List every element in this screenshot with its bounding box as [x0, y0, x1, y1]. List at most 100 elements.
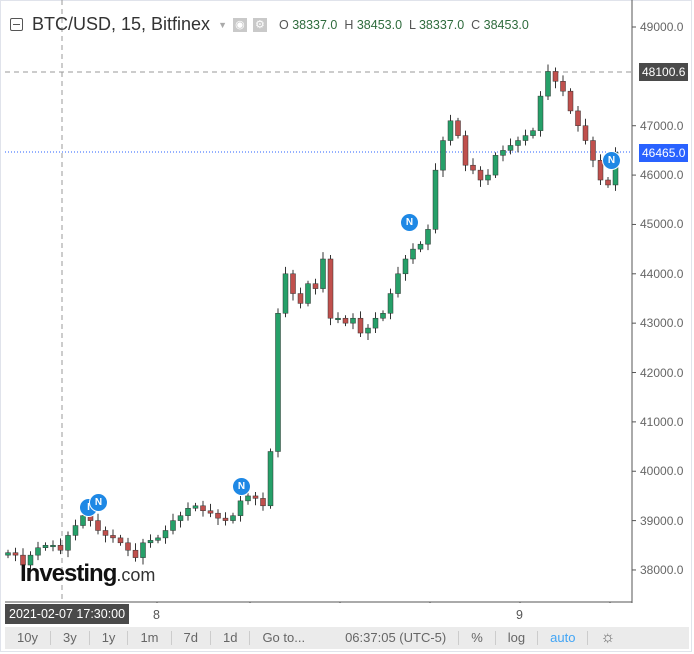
crosshair-time-tag: 2021-02-07 17:30:00 [5, 604, 130, 624]
time-axis[interactable]: 2021-02-07 17:30:00 8 9 [0, 603, 632, 625]
candle-down [57, 545, 64, 551]
candle-down [567, 90, 574, 112]
collapse-legend-icon[interactable] [10, 18, 23, 31]
candle-up [402, 258, 409, 275]
candle-down [125, 542, 131, 551]
close-value: 38453.0 [483, 17, 529, 32]
candle-up [267, 451, 274, 507]
candle-down [470, 164, 476, 171]
range-1m-button[interactable]: 1m [128, 631, 172, 645]
candle-up [522, 135, 529, 141]
candle-down [605, 179, 611, 186]
candle-down [342, 317, 349, 324]
candle-down [290, 273, 296, 294]
candle-up [192, 505, 199, 509]
candle-down [357, 317, 364, 334]
candle-up [500, 150, 506, 156]
candle-down [252, 495, 259, 499]
candle-up [230, 515, 236, 521]
candle-up [440, 140, 446, 171]
range-1y-button[interactable]: 1y [90, 631, 129, 645]
candle-up [245, 495, 251, 502]
candle-down [110, 535, 116, 539]
candle-up [515, 140, 521, 146]
candle-up [35, 547, 41, 556]
candle-down [597, 160, 604, 181]
candle-up [507, 145, 514, 151]
price-chart[interactable] [0, 0, 694, 603]
candle-up [432, 169, 439, 230]
news-marker[interactable]: N [400, 213, 419, 232]
candle-up [27, 554, 34, 566]
price-label: 39000.0 [640, 513, 684, 528]
log-toggle[interactable]: log [496, 631, 539, 645]
candle-up [537, 95, 544, 131]
auto-toggle[interactable]: auto [538, 631, 589, 645]
investing-logo: Investing.com [20, 560, 156, 587]
news-marker[interactable]: N [89, 493, 108, 512]
candle-up [5, 552, 11, 556]
price-label: 40000.0 [640, 464, 684, 479]
candle-up [177, 515, 184, 521]
candle-down [575, 110, 581, 126]
candle-down [132, 549, 139, 558]
candle-down [327, 258, 334, 319]
crosshair-price-tag: 48100.6 [639, 63, 689, 81]
candle-up [335, 317, 341, 320]
candle-up [365, 327, 371, 334]
candle-up [305, 283, 311, 304]
candle-up [410, 248, 416, 260]
candle-up [185, 508, 191, 516]
range-7d-button[interactable]: 7d [172, 631, 211, 645]
candle-down [102, 530, 109, 536]
news-marker[interactable]: N [232, 477, 251, 496]
last-price-tag: 46465.0 [639, 144, 689, 162]
candle-up [80, 515, 86, 526]
news-marker[interactable]: N [602, 151, 621, 170]
time-label: 9 [516, 608, 523, 622]
candle-down [117, 537, 124, 544]
range-3y-button[interactable]: 3y [51, 631, 90, 645]
candle-down [462, 135, 469, 166]
candle-down [312, 283, 319, 289]
candle-up [387, 293, 394, 314]
candle-up [237, 500, 244, 516]
candle-up [545, 71, 551, 97]
price-label: 49000.0 [640, 20, 684, 34]
candle-up [162, 530, 169, 539]
candle-up [320, 258, 326, 289]
candle-down [590, 140, 596, 161]
chart-legend: BTC/USD, 15, Bitfinex ▼ ◉ ⚙ O 38337.0 H … [10, 14, 529, 35]
goto-button[interactable]: Go to... [262, 630, 306, 645]
percent-toggle[interactable]: % [459, 631, 496, 645]
price-label: 38000.0 [640, 562, 684, 577]
range-10y-button[interactable]: 10y [5, 631, 51, 645]
low-value: 38337.0 [418, 17, 465, 32]
gear-icon[interactable]: ⚙ [252, 17, 267, 32]
candle-up [72, 525, 79, 536]
candle-up [140, 542, 146, 558]
candle-down [560, 81, 566, 92]
chevron-down-icon[interactable]: ▼ [218, 19, 227, 30]
settings-gear-icon[interactable]: ☼ [600, 629, 616, 646]
candle-up [65, 535, 71, 551]
candle-up [395, 273, 401, 294]
clock-timezone[interactable]: 06:37:05 (UTC-5) [333, 631, 460, 645]
ohlc-values: O 38337.0 H 38453.0 L 38337.0 C 38453.0 [279, 18, 529, 32]
candle-up [282, 273, 289, 314]
candle-up [492, 155, 499, 176]
candle-down [552, 71, 559, 82]
candle-down [200, 505, 206, 511]
eye-icon[interactable]: ◉ [232, 17, 247, 32]
candle-up [425, 229, 431, 245]
candle-up [170, 520, 176, 531]
candle-down [582, 125, 589, 141]
candle-down [20, 554, 26, 566]
candle-up [372, 317, 379, 329]
candle-up [447, 120, 454, 141]
symbol-title[interactable]: BTC/USD, 15, Bitfinex [32, 14, 211, 34]
range-1d-button[interactable]: 1d [211, 631, 251, 645]
price-label: 44000.0 [640, 266, 684, 281]
candle-up [50, 545, 56, 548]
high-label: H [344, 17, 354, 32]
